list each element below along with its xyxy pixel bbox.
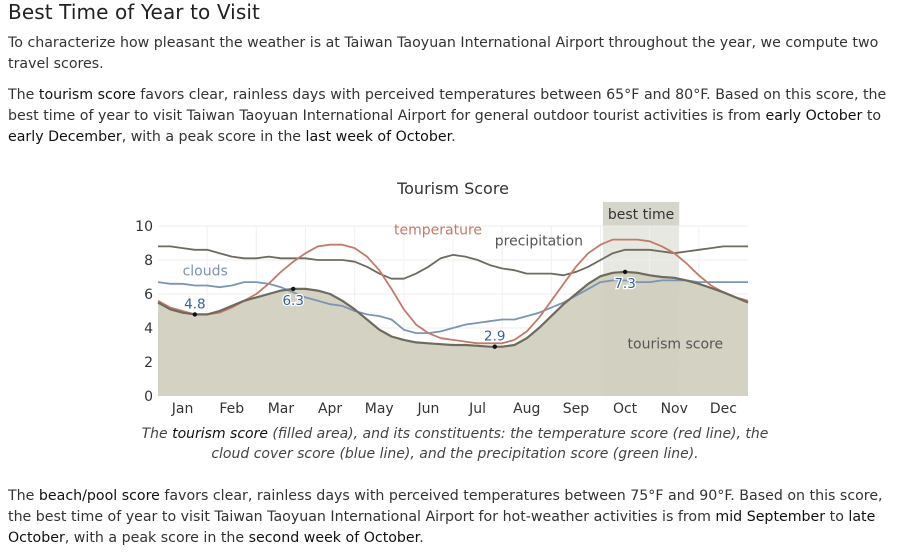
tourism-score-link: tourism score	[38, 87, 136, 103]
annotation-label: 7.3	[614, 276, 635, 292]
series-label: clouds	[183, 263, 228, 279]
annotation-point	[622, 269, 628, 275]
clouds-line	[157, 279, 748, 334]
annotation-label: 4.8	[184, 296, 205, 312]
x-tick-label: Oct	[613, 401, 638, 417]
tourism-best-start: early October	[765, 108, 863, 124]
x-tick-label: Jun	[416, 401, 439, 417]
tourism-area	[158, 271, 748, 396]
y-tick-label: 6	[144, 287, 153, 303]
best-time-header	[602, 202, 680, 226]
series-label: tourism score	[628, 336, 724, 352]
x-tick-label: Sep	[563, 401, 590, 417]
chart-title: Tourism Score	[396, 179, 509, 198]
x-tick-label: Dec	[710, 401, 737, 417]
caption-keyword: tourism score	[172, 426, 268, 442]
tourism-text-4: , with a peak score in the	[121, 129, 306, 145]
tourism-text-5: .	[451, 129, 456, 145]
tourism-text-3: to	[862, 108, 882, 124]
tourism-paragraph: The tourism score favors clear, rainless…	[8, 85, 903, 148]
caption-text-2: (filled area), and its constituents: the…	[211, 426, 769, 462]
temperature-line	[157, 238, 749, 345]
beach-best-end: late October	[8, 509, 876, 546]
x-tick-label: Jul	[468, 401, 486, 417]
tourism-score-chart: best time 0 2 4 6 8 10 Jan Feb Mar Apr May Jun Jul Au…	[135, 179, 749, 417]
beach-text-4: , with a peak score in the	[64, 530, 249, 546]
y-tick-label: 4	[144, 321, 153, 337]
annotation-point	[291, 286, 296, 292]
x-tick-label: Feb	[219, 401, 244, 417]
chart-caption: The tourism score (filled area), and its…	[130, 424, 780, 464]
best-time-label: best time	[608, 207, 674, 223]
beach-text-3: to	[825, 509, 849, 525]
annotation-label: 2.9	[484, 329, 505, 345]
section-heading: Best Time of Year to Visit	[8, 0, 260, 24]
beach-text-1: The	[8, 488, 39, 504]
series-label: temperature	[394, 223, 482, 239]
precipitation-line	[158, 245, 748, 280]
beach-text-2: favors clear, rainless days with perceiv…	[8, 488, 883, 525]
x-tick-label: Apr	[318, 401, 342, 417]
caption-text-1: The	[141, 426, 173, 442]
y-tick-label: 10	[135, 219, 153, 235]
tourism-text-2: favors clear, rainless days with perceiv…	[8, 87, 887, 124]
series-label: precipitation	[495, 234, 583, 250]
y-tick-label: 2	[144, 355, 153, 371]
annotation-label: 6.3	[282, 293, 303, 309]
beach-text-5: .	[419, 530, 424, 546]
intro-paragraph: To characterize how pleasant the weather…	[8, 35, 879, 72]
x-tick-label: Mar	[268, 401, 295, 417]
x-tick-label: Nov	[661, 401, 688, 417]
y-tick-label: 8	[144, 253, 153, 269]
x-tick-label: Jan	[171, 401, 194, 417]
beach-paragraph: The beach/pool score favors clear, rainl…	[8, 486, 903, 549]
y-tick-label: 0	[144, 389, 153, 405]
tourism-peak: last week of October	[305, 129, 452, 145]
beach-best-start: mid September	[715, 509, 826, 525]
annotation-point	[192, 312, 198, 317]
annotation-point	[492, 344, 497, 349]
x-tick-label: May	[365, 401, 394, 417]
x-tick-label: Aug	[513, 401, 540, 417]
beach-peak: second week of October	[248, 530, 420, 546]
tourism-best-end: early December	[8, 129, 122, 145]
tourism-line	[157, 270, 749, 348]
beach-score-link: beach/pool score	[38, 488, 160, 504]
tourism-text-1: The	[8, 87, 39, 103]
